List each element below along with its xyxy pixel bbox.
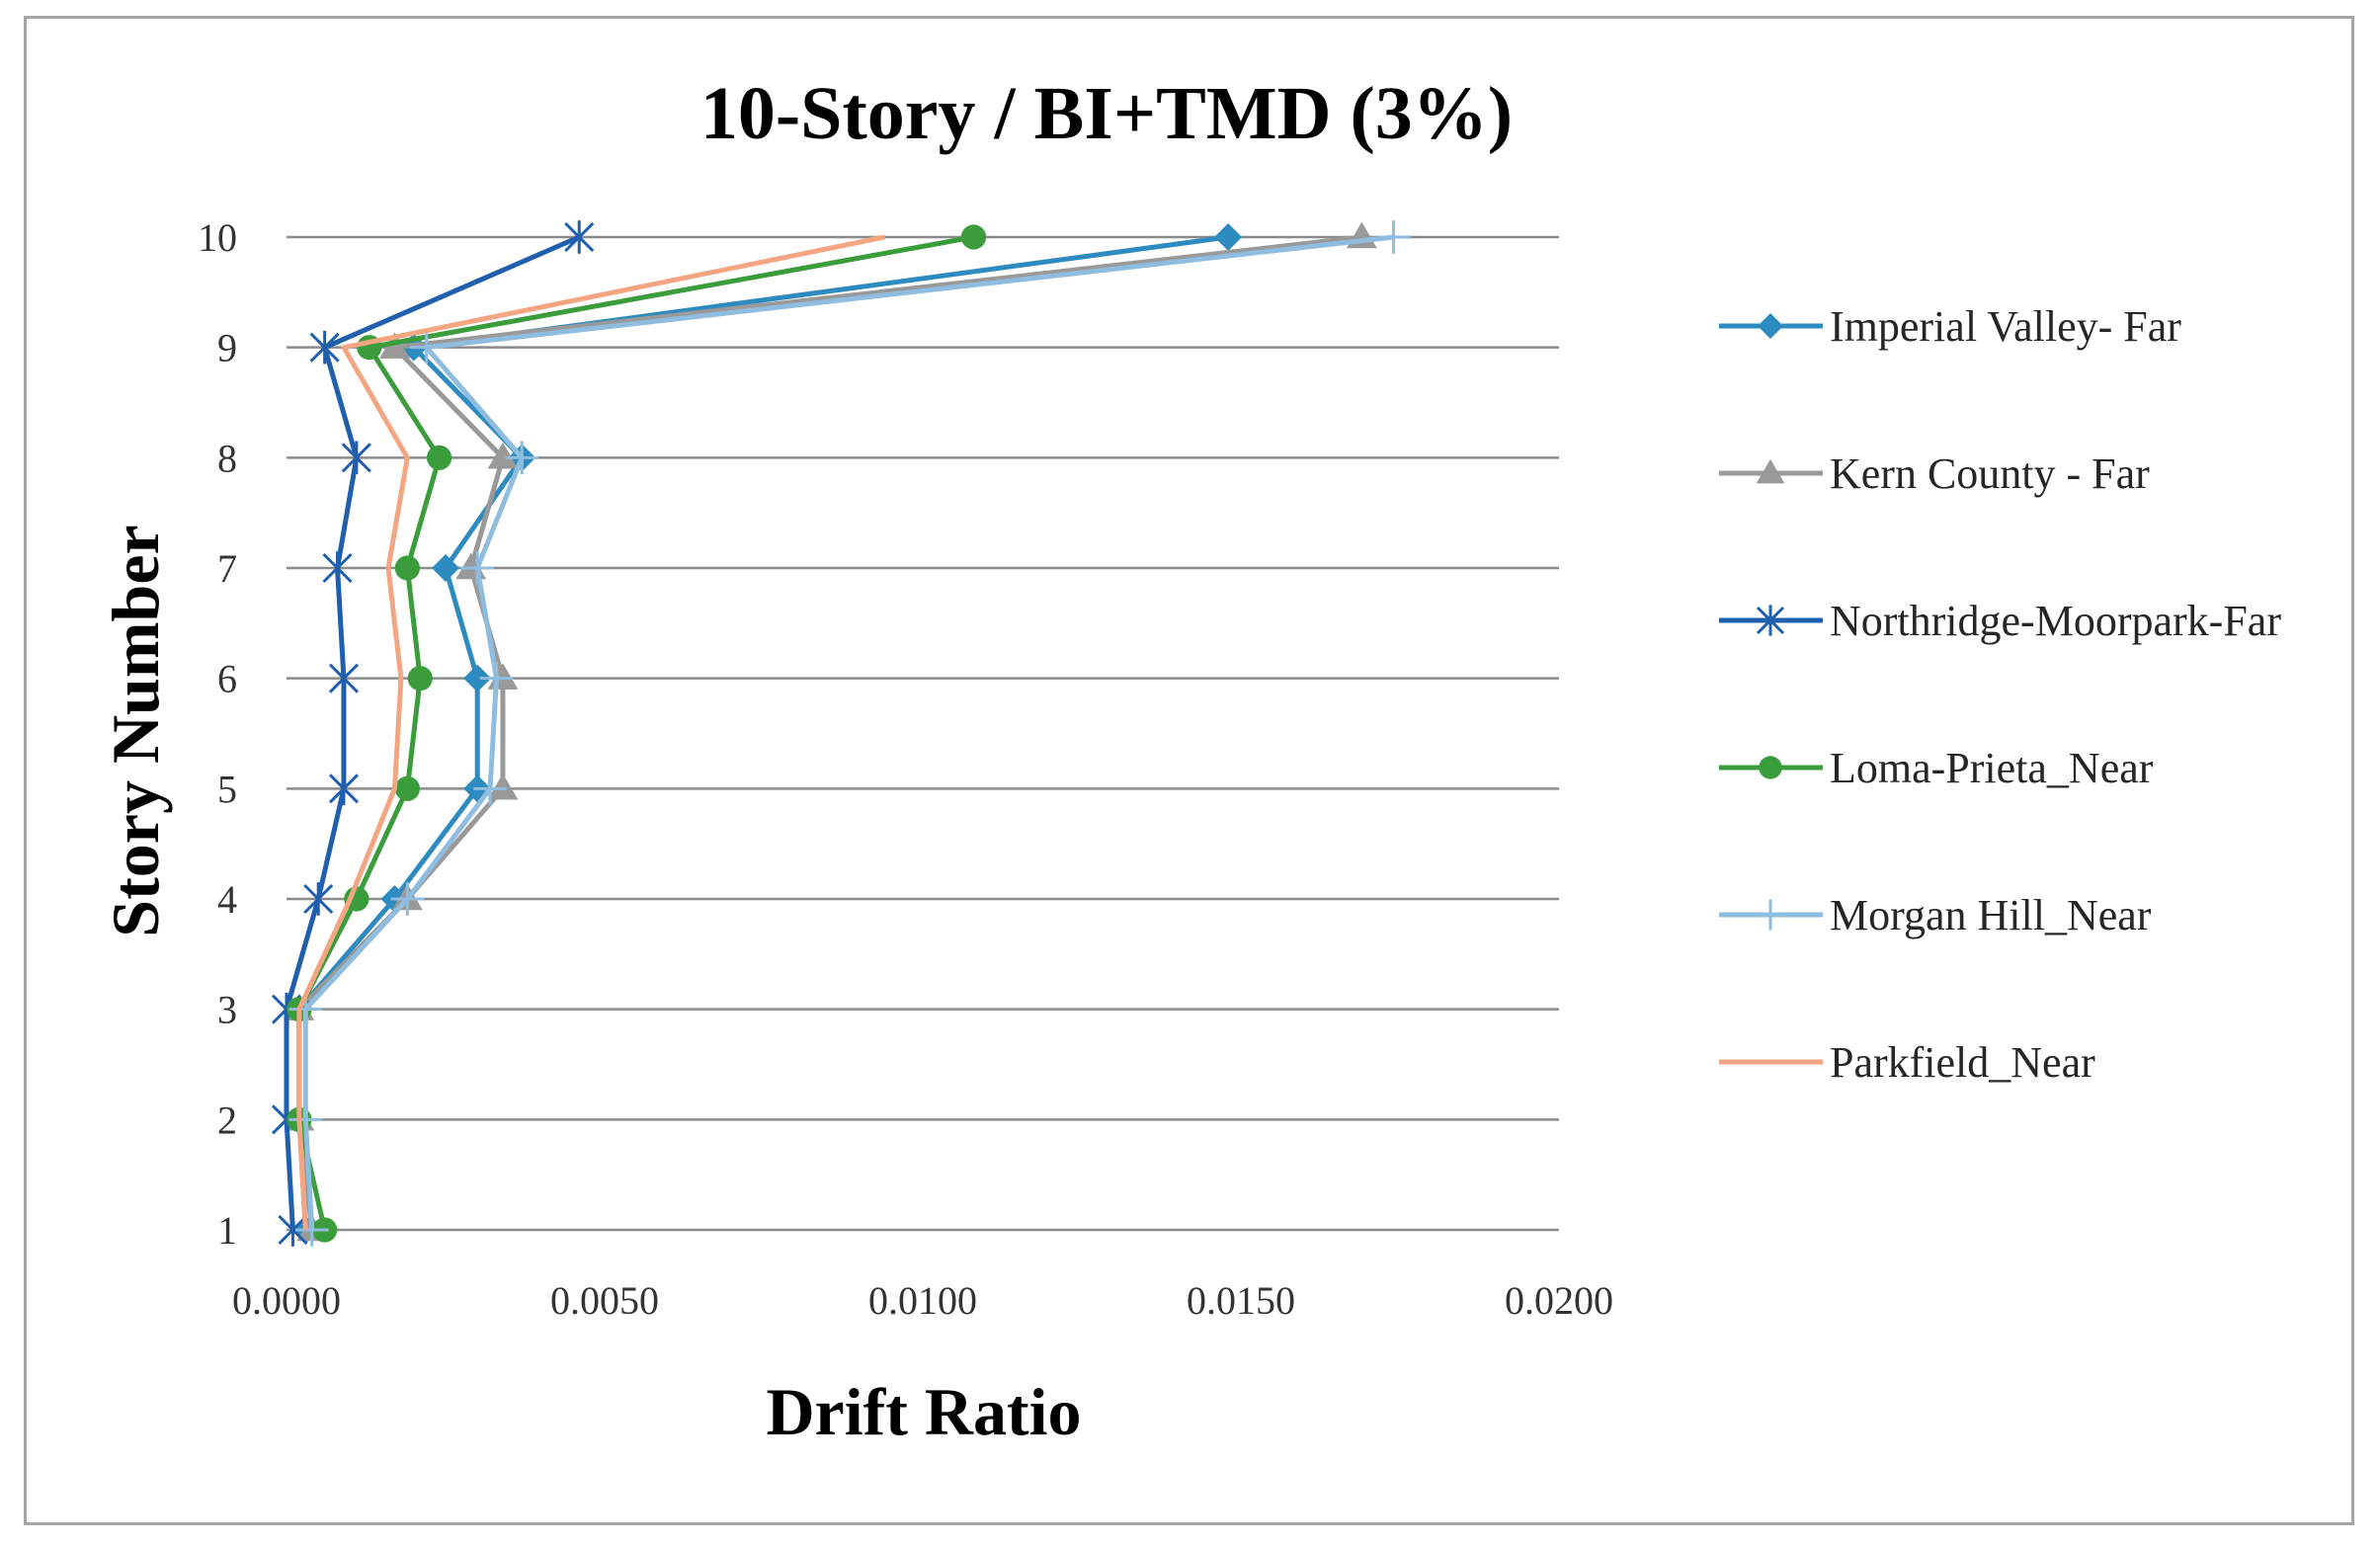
y-tick-label: 7 (217, 546, 237, 591)
x-tick-label: 0.0050 (550, 1278, 659, 1323)
legend-item-imperial-valley-far: Imperial Valley- Far (1719, 302, 2181, 351)
series-loma-prieta-near (287, 224, 987, 1243)
data-point (426, 445, 452, 470)
data-point (394, 775, 420, 801)
legend-label: Imperial Valley- Far (1830, 302, 2181, 351)
x-tick-label: 0.0100 (868, 1278, 977, 1323)
data-point (303, 882, 334, 916)
data-point (460, 551, 494, 585)
series-northridge-moorpark-far (271, 220, 595, 1247)
chart-title: 10-Story / BI+TMD (3%) (700, 72, 1513, 155)
series-line-loma-prieta-near (296, 234, 974, 1231)
series-line-parkfield-near (296, 234, 885, 1231)
series-line-northridge-moorpark-far (284, 234, 581, 1231)
series-line-morgan-hill-near (302, 234, 1394, 1231)
y-tick-label: 1 (217, 1208, 237, 1253)
legend-label: Parkfield_Near (1830, 1038, 2095, 1087)
legend-marker (1755, 899, 1786, 931)
tick-layer: 1 2 3 4 5 6 7 8 9 10 0.0000 0.0050 0.0100 0.0150 0.020… (198, 215, 1613, 1323)
y-tick-label: 6 (217, 657, 237, 701)
data-point (409, 330, 444, 365)
data-point (309, 330, 340, 365)
legend-item-parkfield-near: Parkfield_Near (1719, 1038, 2095, 1087)
y-tick-label: 5 (217, 767, 237, 811)
legend-marker (1758, 313, 1783, 339)
data-point (394, 555, 420, 581)
y-tick-label: 10 (198, 215, 237, 260)
legend: Imperial Valley- Far Kern County - Far Nor… (1719, 302, 2281, 1087)
series-line-imperial-valley-far (296, 234, 1229, 1231)
y-tick-label: 2 (217, 1098, 237, 1142)
data-point (960, 224, 987, 250)
data-point (322, 551, 353, 585)
data-point (328, 661, 360, 695)
series-imperial-valley-far (285, 223, 1243, 1244)
y-tick-label: 3 (217, 988, 237, 1032)
legend-item-northridge-moorpark-far: Northridge-Moorpark-Far (1719, 597, 2281, 645)
data-point (1214, 223, 1243, 251)
legend-item-kern-county-far: Kern County - Far (1719, 449, 2150, 498)
legend-marker (1756, 605, 1785, 636)
data-point (341, 441, 371, 475)
data-point (487, 773, 519, 800)
data-point (379, 332, 410, 359)
series-morgan-hill-near (288, 220, 1411, 1247)
data-point (407, 666, 433, 692)
data-point (432, 554, 459, 582)
legend-label: Morgan Hill_Near (1830, 891, 2152, 939)
data-point (473, 772, 507, 806)
x-tick-label: 0.0200 (1505, 1278, 1613, 1323)
series-layer (271, 220, 1411, 1247)
data-point (505, 441, 539, 475)
data-point (278, 1213, 308, 1247)
data-point (294, 1213, 329, 1247)
legend-item-morgan-hill-near: Morgan Hill_Near (1719, 891, 2152, 939)
y-tick-label: 9 (217, 326, 237, 370)
data-point (390, 882, 425, 916)
data-point (564, 220, 595, 254)
legend-marker (1756, 458, 1785, 484)
data-point (463, 664, 492, 692)
data-point (288, 1102, 323, 1137)
data-point (487, 442, 519, 469)
legend-label: Northridge-Moorpark-Far (1830, 597, 2281, 645)
data-point (1376, 220, 1411, 254)
chart-frame (24, 16, 2354, 1525)
grid-layer (287, 235, 1559, 1232)
legend-marker (1759, 756, 1782, 779)
x-axis-title: Drift Ratio (766, 1374, 1081, 1449)
y-tick-label: 8 (217, 436, 237, 480)
x-tick-label: 0.0000 (232, 1278, 341, 1323)
y-axis-title: Story Number (98, 525, 173, 936)
x-tick-label: 0.0150 (1187, 1278, 1295, 1323)
legend-label: Loma-Prieta_Near (1830, 744, 2154, 792)
data-point (479, 661, 514, 695)
data-point (328, 772, 360, 806)
y-tick-label: 4 (217, 877, 237, 922)
series-parkfield-near (296, 234, 885, 1231)
legend-item-loma-prieta-near: Loma-Prieta_Near (1719, 744, 2154, 792)
legend-label: Kern County - Far (1830, 449, 2150, 498)
